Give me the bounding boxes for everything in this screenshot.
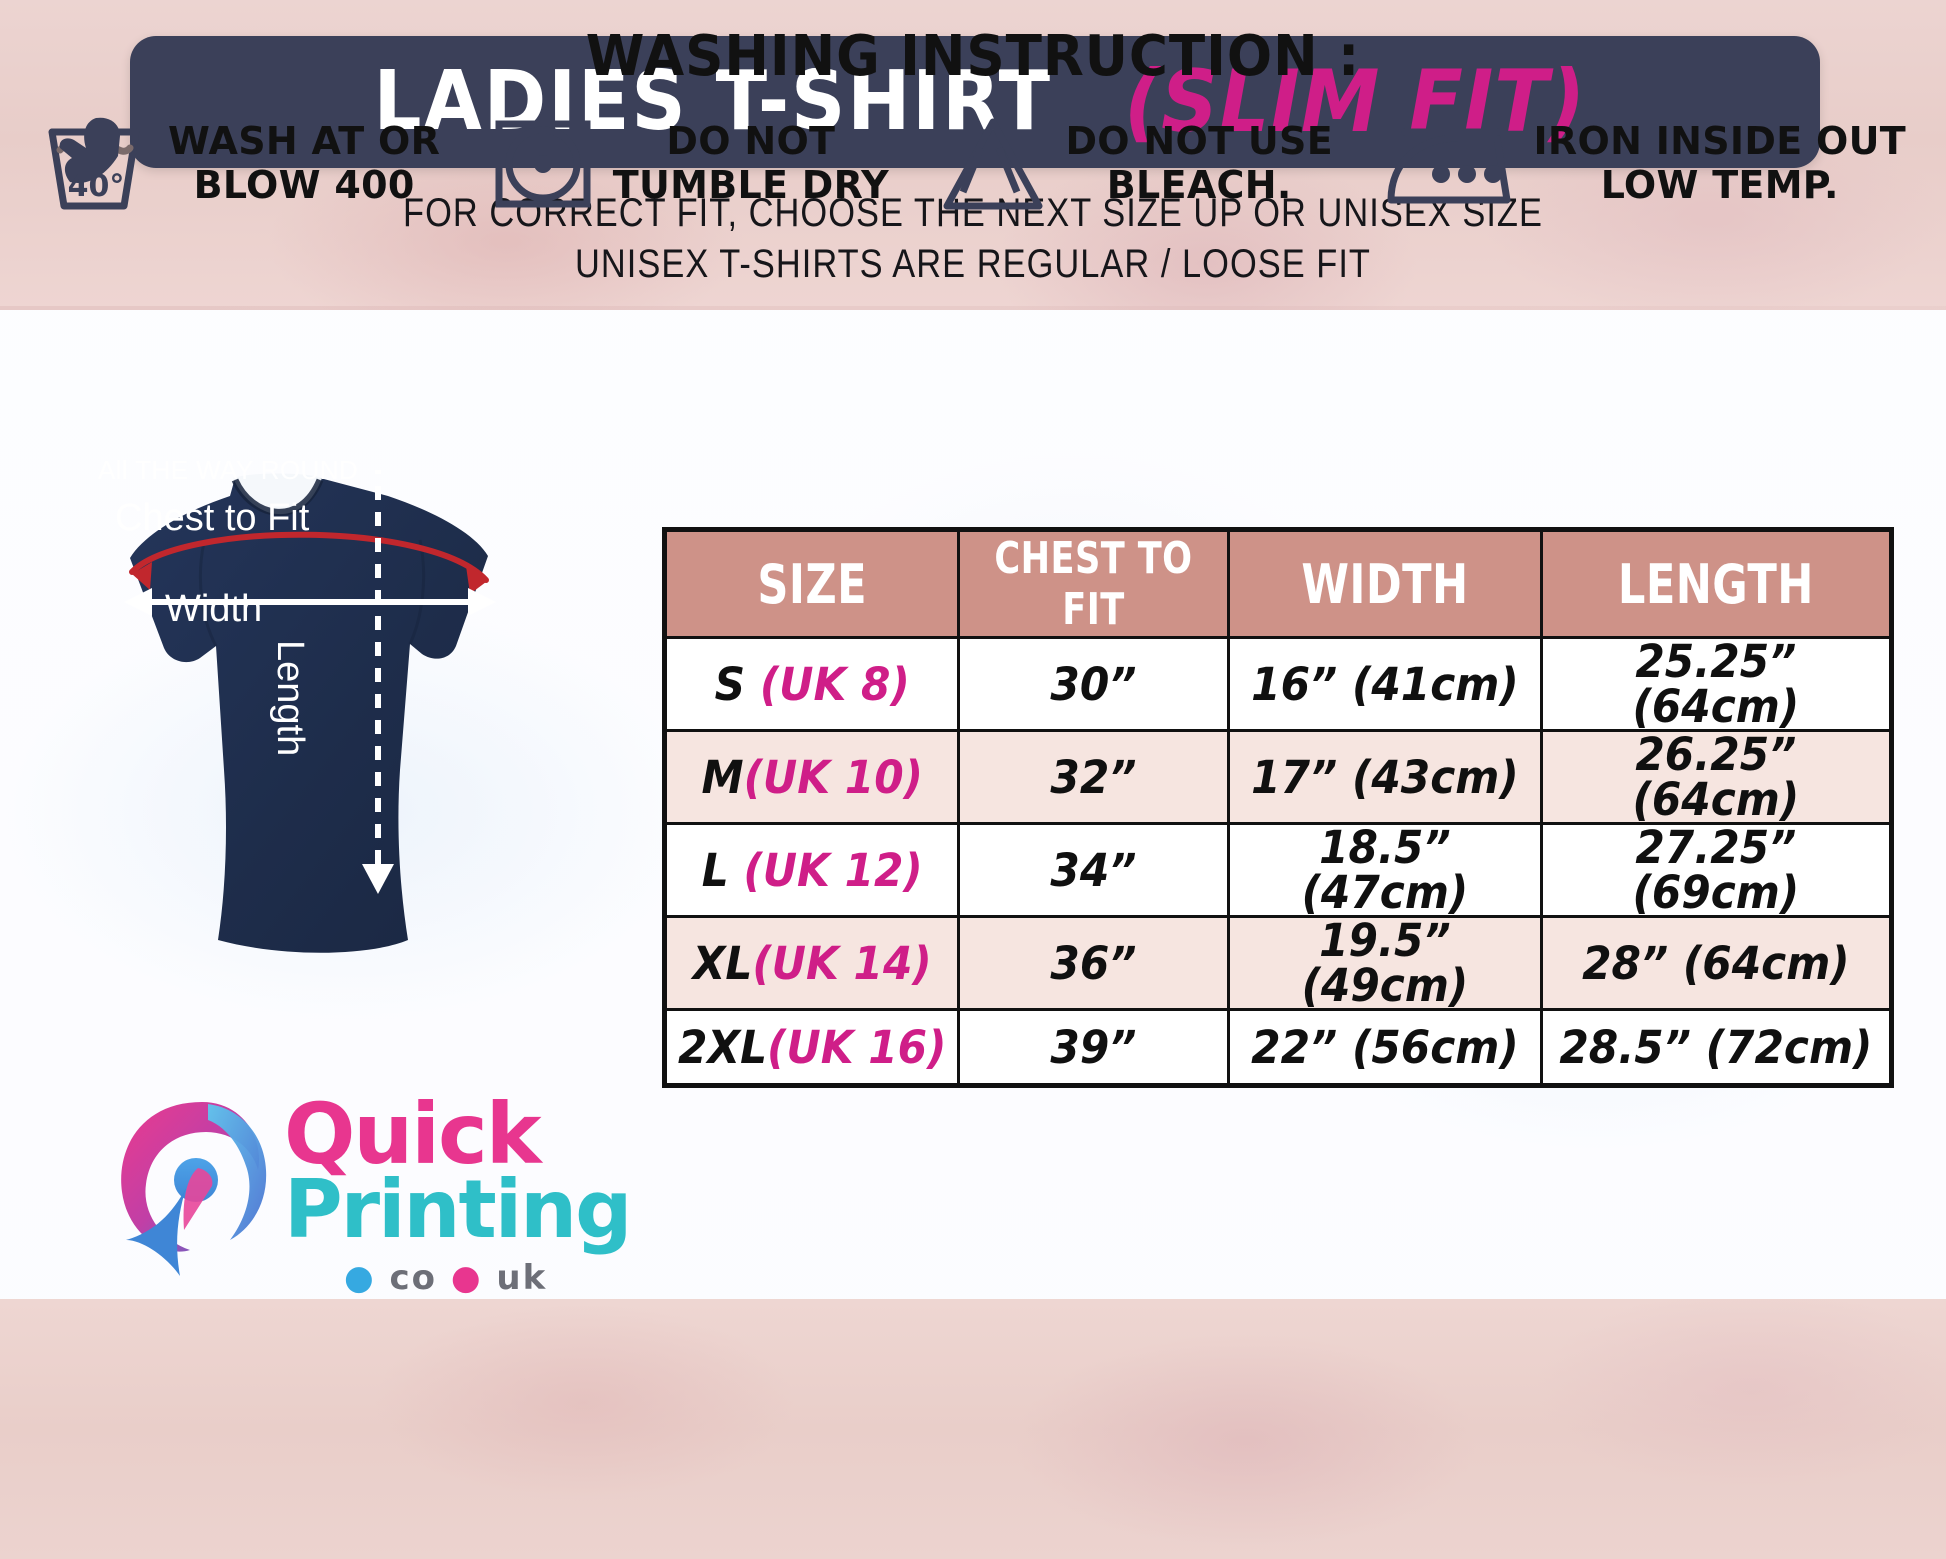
cell-width: 17” (43cm) xyxy=(1227,729,1544,825)
size-label: M xyxy=(701,750,744,804)
cell-size: L (UK 12) xyxy=(662,822,961,918)
table-header-row: SIZE CHEST TO FIT WIDTH LENGTH xyxy=(662,528,1893,639)
cell-size: S (UK 8) xyxy=(662,636,961,732)
cell-width: 18.5” (47cm) xyxy=(1227,822,1544,918)
table-row: M(UK 10) 32” 17” (43cm) 26.25” (64cm) xyxy=(662,729,1893,825)
subtitle-line-2: UNISEX T-SHIRTS ARE REGULAR / LOOSE FIT xyxy=(575,242,1371,287)
table-row: S (UK 8) 30” 16” (41cm) 25.25” (64cm) xyxy=(662,636,1893,732)
column-header-size: SIZE xyxy=(662,528,961,639)
hand-wash-40-icon: 40° xyxy=(48,117,140,210)
logo-swirl-icon xyxy=(121,1102,267,1276)
page-title-accent: (SLIM FIT) xyxy=(1123,52,1586,152)
care-icons-row: 40° WASH AT OR BLOW 400 DO NOT TUMBLE DR… xyxy=(40,112,1906,216)
cell-chest: 34” xyxy=(957,822,1231,918)
washing-instruction-title: WASHING INSTRUCTION : xyxy=(585,24,1361,89)
subtitle-block: FOR CORRECT FIT, CHOOSE THE NEXT SIZE UP… xyxy=(0,188,1946,290)
column-header-length-label: LENGTH xyxy=(1618,552,1815,616)
size-label: L xyxy=(701,843,744,897)
subtitle-line-1: FOR CORRECT FIT, CHOOSE THE NEXT SIZE UP… xyxy=(403,191,1543,235)
logo-wordmark: Quick Printing xyxy=(284,1085,632,1257)
care-line-1: DO NOT USE xyxy=(1065,119,1333,164)
logo-domain: ● co ● uk xyxy=(344,1258,547,1298)
cell-width: 19.5” (49cm) xyxy=(1227,915,1544,1011)
table-row: L (UK 12) 34” 18.5” (47cm) 27.25” (69cm) xyxy=(662,822,1893,918)
logo-domain-uk: uk xyxy=(496,1258,548,1298)
uk-size-label: (UK 10) xyxy=(743,750,923,804)
droplet-icon-pink: ● xyxy=(450,1258,483,1298)
cell-chest: 36” xyxy=(957,915,1231,1011)
cell-size: M(UK 10) xyxy=(662,729,961,825)
cell-chest: 39” xyxy=(957,1008,1231,1087)
care-item-wash: 40° WASH AT OR BLOW 400 xyxy=(40,112,440,216)
cell-length: 26.25” (64cm) xyxy=(1540,729,1893,825)
logo-domain-co: co xyxy=(389,1258,438,1298)
cell-size: 2XL(UK 16) xyxy=(662,1008,961,1087)
cell-chest: 32” xyxy=(957,729,1231,825)
uk-size-label: (UK 8) xyxy=(759,657,910,711)
logo-word-printing: Printing xyxy=(284,1163,632,1257)
size-label: S xyxy=(714,657,760,711)
uk-size-label: (UK 14) xyxy=(752,936,932,990)
column-header-size-label: SIZE xyxy=(757,552,868,616)
no-tumble-dry-icon xyxy=(495,120,591,208)
table-row: 2XL(UK 16) 39” 22” (56cm) 28.5” (72cm) xyxy=(662,1008,1893,1087)
iron-low-temp-icon xyxy=(1387,128,1511,204)
cell-width: 22” (56cm) xyxy=(1227,1008,1544,1087)
brand-logo: Quick Printing ● co ● uk xyxy=(112,1090,632,1315)
care-line-2: LOW TEMP. xyxy=(1600,163,1839,207)
tshirt-diagram xyxy=(70,470,560,970)
cell-length: 28.5” (72cm) xyxy=(1540,1008,1893,1087)
washing-band xyxy=(0,1299,1946,1559)
no-bleach-icon xyxy=(943,118,1043,210)
column-header-width-label: WIDTH xyxy=(1301,552,1469,616)
cell-length: 28” (64cm) xyxy=(1540,915,1893,1011)
uk-size-label: (UK 12) xyxy=(743,843,923,897)
care-line-1: IRON INSIDE OUT xyxy=(1533,119,1906,164)
cell-chest: 30” xyxy=(957,636,1231,732)
column-header-chest-label: CHEST TO FIT xyxy=(994,533,1193,635)
care-line-1: DO NOT xyxy=(666,119,836,164)
care-line-2: BLOW 400 xyxy=(193,163,415,207)
care-text-wash: WASH AT OR BLOW 400 xyxy=(168,120,440,207)
care-text-bleach: DO NOT USE BLEACH. xyxy=(1065,120,1333,207)
wash-temp-label: 40° xyxy=(68,169,125,204)
table-row: XL(UK 14) 36” 19.5” (49cm) 28” (64cm) xyxy=(662,915,1893,1011)
column-header-chest: CHEST TO FIT xyxy=(957,528,1231,639)
column-header-length: LENGTH xyxy=(1540,528,1893,639)
care-line-1: WASH AT OR xyxy=(168,119,441,164)
column-header-width: WIDTH xyxy=(1227,528,1544,639)
cell-width: 16” (41cm) xyxy=(1227,636,1544,732)
care-line-2: BLEACH. xyxy=(1106,163,1292,207)
care-item-iron: IRON INSIDE OUT LOW TEMP. xyxy=(1385,118,1906,210)
title-bar: LADIES T-SHIRT (SLIM FIT) xyxy=(130,36,1820,168)
cell-length: 25.25” (64cm) xyxy=(1540,636,1893,732)
size-table: SIZE CHEST TO FIT WIDTH LENGTH S (UK 8) … xyxy=(662,527,1894,1088)
size-label: XL xyxy=(692,936,753,990)
logo-word-quick: Quick xyxy=(284,1085,542,1183)
size-label: 2XL xyxy=(678,1020,768,1074)
droplet-icon-blue: ● xyxy=(344,1258,376,1298)
page-title: LADIES T-SHIRT xyxy=(373,54,1053,149)
tshirt-illustration xyxy=(124,470,496,953)
uk-size-label: (UK 16) xyxy=(767,1020,947,1074)
care-text-iron: IRON INSIDE OUT LOW TEMP. xyxy=(1533,120,1906,207)
care-item-bleach: DO NOT USE BLEACH. xyxy=(941,114,1333,214)
cell-length: 27.25” (69cm) xyxy=(1540,822,1893,918)
care-text-tumble-dry: DO NOT TUMBLE DRY xyxy=(613,120,889,207)
care-item-tumble-dry: DO NOT TUMBLE DRY xyxy=(493,114,889,214)
care-line-2: TUMBLE DRY xyxy=(612,163,889,207)
cell-size: XL(UK 14) xyxy=(662,915,961,1011)
